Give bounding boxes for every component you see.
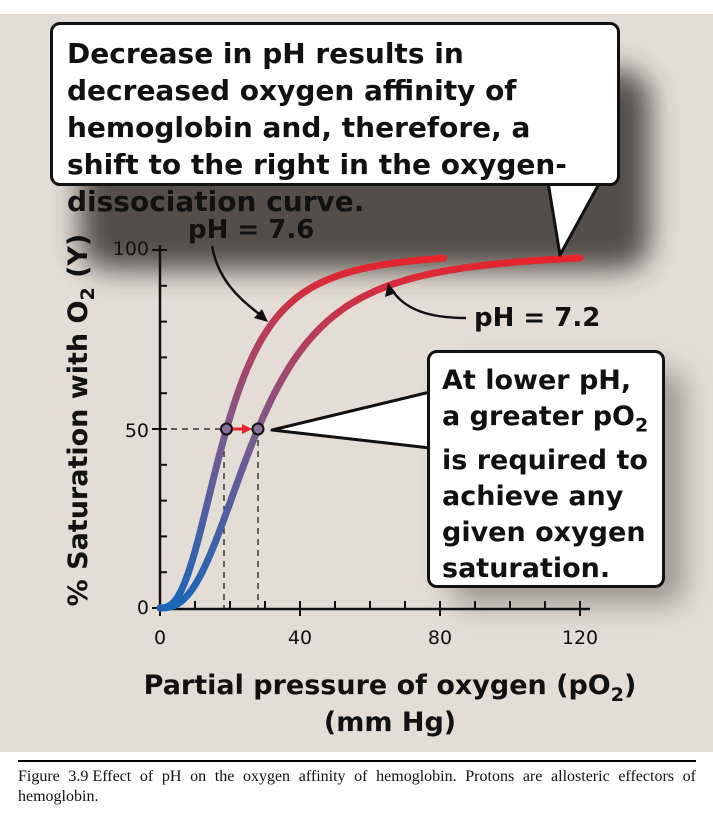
series-label-high: pH = 7.6	[188, 215, 314, 245]
shift-arrowhead	[242, 424, 252, 434]
callout-right-text-b: is required to achieve any given oxygen …	[442, 445, 648, 585]
x-minor-ticks	[159, 601, 581, 616]
series-label-high-leader	[210, 245, 263, 318]
x-axis-title-line1: Partial pressure of oxygen (pO2)	[144, 670, 637, 706]
p50-markers	[220, 422, 265, 436]
curves	[156, 254, 584, 612]
series-label-low: pH = 7.2	[474, 303, 600, 333]
callout-right-text-a: At lower pH, a greater pO	[442, 365, 636, 432]
callout-right: At lower pH, a greater pO2 is required t…	[427, 350, 665, 588]
series-label-low-leader	[390, 289, 467, 320]
x-tick-label-120: 120	[562, 627, 598, 649]
x-axis-title-line2: (mm Hg)	[324, 707, 456, 738]
y-minor-ticks	[152, 249, 167, 609]
x-tick-label-40: 40	[288, 627, 312, 649]
y-axis-title: % Saturation with O2 (Y)	[63, 234, 99, 607]
series-label-low-arrowhead	[385, 283, 396, 297]
caption-label: Figure 3.9	[18, 768, 89, 785]
callout-top: Decrease in pH results in decreased oxyg…	[50, 22, 620, 218]
curve-series-1	[156, 254, 584, 612]
p50-marker-0	[220, 422, 233, 436]
y-tick-label-100: 100	[113, 238, 149, 260]
curve-series-0	[156, 254, 447, 612]
x-tick-label-80: 80	[428, 627, 452, 649]
y-tick-label-50: 50	[125, 420, 149, 442]
caption-rule	[18, 760, 696, 762]
y-tick-label-0: 0	[137, 597, 149, 619]
figure-caption: Figure 3.9 Effect of pH on the oxygen aff…	[18, 767, 696, 807]
series-label-high-arrowhead	[254, 309, 268, 322]
p50-marker-1	[251, 422, 265, 436]
callout-right-subscript: 2	[635, 414, 649, 437]
caption-text: Effect of pH on the oxygen affinity of h…	[18, 768, 696, 805]
x-tick-label-0: 0	[154, 627, 166, 649]
